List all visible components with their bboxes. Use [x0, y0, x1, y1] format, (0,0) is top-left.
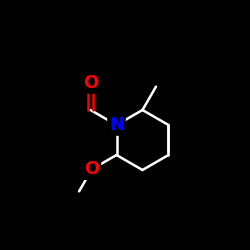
Text: N: N — [109, 116, 124, 134]
Text: O: O — [83, 74, 98, 92]
Text: O: O — [84, 160, 100, 178]
